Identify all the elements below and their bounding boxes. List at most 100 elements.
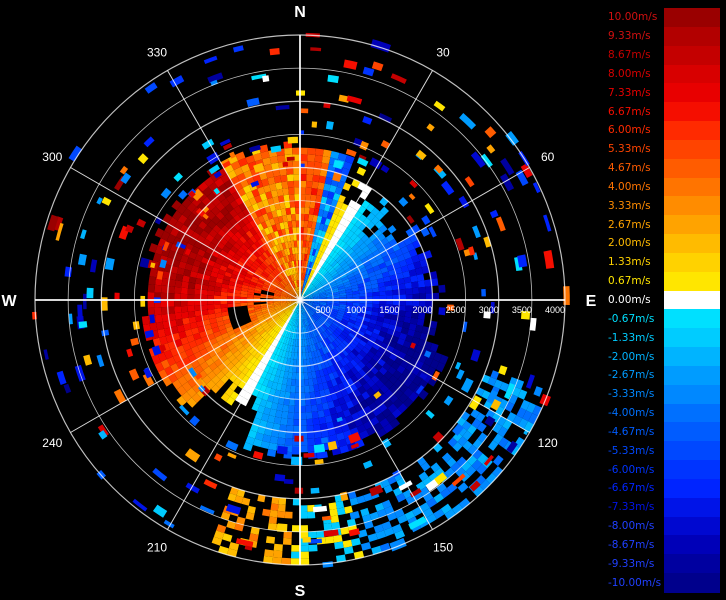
velocity-cell	[395, 493, 406, 503]
velocity-cell	[300, 392, 306, 400]
velocity-cell	[223, 336, 232, 344]
velocity-cell	[262, 332, 269, 340]
velocity-cell	[396, 364, 406, 374]
clutter-cell	[221, 160, 231, 169]
velocity-cell	[314, 249, 319, 257]
velocity-cell	[224, 203, 234, 213]
velocity-cell	[253, 295, 261, 298]
velocity-cell	[287, 302, 295, 307]
velocity-cell	[346, 369, 355, 378]
velocity-cell	[288, 292, 295, 297]
velocity-cell	[316, 335, 322, 343]
velocity-cell	[182, 275, 190, 283]
velocity-cell	[381, 499, 392, 509]
velocity-cell	[250, 526, 260, 535]
velocity-cell	[283, 248, 288, 256]
velocity-cell	[379, 206, 390, 216]
velocity-cell	[290, 551, 300, 559]
velocity-cell	[167, 300, 175, 307]
velocity-cell	[329, 313, 337, 319]
velocity-cell	[310, 323, 316, 331]
velocity-cell	[302, 312, 306, 320]
velocity-cell	[277, 504, 286, 512]
velocity-cell	[280, 294, 288, 298]
velocity-cell	[279, 320, 285, 327]
legend-swatch	[664, 516, 720, 537]
velocity-cell	[284, 351, 289, 359]
velocity-cell	[316, 530, 325, 538]
velocity-cell	[181, 311, 189, 319]
velocity-cell	[378, 330, 387, 338]
velocity-cell	[312, 291, 319, 296]
velocity-cell	[354, 227, 363, 236]
velocity-cell	[261, 348, 268, 356]
velocity-cell	[245, 436, 255, 445]
velocity-cell	[288, 345, 293, 353]
azimuth-label: 60	[541, 150, 555, 164]
velocity-cell	[220, 303, 228, 309]
clutter-cell	[208, 164, 220, 175]
velocity-cell	[311, 411, 319, 419]
velocity-cell	[285, 385, 291, 393]
velocity-cell	[412, 287, 420, 295]
velocity-cell	[210, 271, 219, 278]
clutter-cell	[294, 435, 304, 442]
clutter-cell	[193, 376, 204, 388]
velocity-cell	[305, 292, 312, 297]
legend-swatch	[664, 234, 720, 254]
velocity-cell	[273, 269, 280, 276]
velocity-cell	[318, 341, 325, 349]
velocity-cell	[311, 404, 318, 413]
velocity-cell	[233, 166, 244, 177]
compass-west-label: W	[1, 293, 17, 310]
velocity-cell	[385, 285, 393, 291]
velocity-cell	[251, 349, 259, 357]
velocity-cell	[292, 253, 296, 261]
legend-swatch	[664, 158, 720, 179]
clutter-cell	[154, 216, 163, 225]
velocity-cell	[417, 280, 426, 288]
velocity-cell	[465, 465, 477, 477]
velocity-cell	[188, 340, 198, 349]
velocity-cell	[318, 355, 324, 364]
velocity-cell	[366, 378, 376, 388]
velocity-cell	[271, 429, 280, 438]
velocity-cell	[262, 310, 270, 315]
velocity-cell	[323, 271, 330, 278]
velocity-cell	[289, 325, 294, 332]
velocity-cell	[236, 489, 246, 498]
velocity-cell	[425, 300, 433, 307]
velocity-cell	[201, 196, 212, 207]
velocity-cell	[329, 350, 337, 358]
velocity-cell	[266, 240, 273, 249]
velocity-cell	[420, 461, 431, 472]
velocity-cell	[240, 266, 249, 273]
velocity-cell	[424, 279, 432, 287]
velocity-cell	[302, 253, 305, 261]
velocity-cell	[336, 327, 343, 334]
velocity-cell	[388, 251, 397, 260]
velocity-cell	[305, 194, 312, 202]
velocity-cell	[216, 192, 227, 203]
velocity-cell	[234, 286, 242, 291]
velocity-cell	[320, 315, 327, 321]
velocity-cell	[311, 330, 317, 338]
velocity-cell	[325, 304, 333, 307]
velocity-cell	[485, 409, 496, 420]
velocity-cell	[160, 292, 168, 300]
legend-swatch	[664, 535, 720, 555]
velocity-cell	[229, 277, 237, 283]
velocity-cell	[186, 334, 195, 343]
velocity-cell	[412, 375, 423, 386]
velocity-cell	[304, 304, 309, 311]
velocity-cell	[251, 402, 260, 412]
azimuth-spoke	[299, 70, 433, 301]
velocity-cell	[345, 304, 353, 309]
velocity-cell	[294, 405, 300, 413]
velocity-cell	[208, 229, 218, 238]
velocity-cell	[154, 227, 165, 239]
velocity-cell	[316, 243, 322, 251]
velocity-cell	[186, 387, 197, 398]
velocity-cell	[263, 242, 271, 250]
legend-label: -1.33m/s	[608, 331, 655, 344]
